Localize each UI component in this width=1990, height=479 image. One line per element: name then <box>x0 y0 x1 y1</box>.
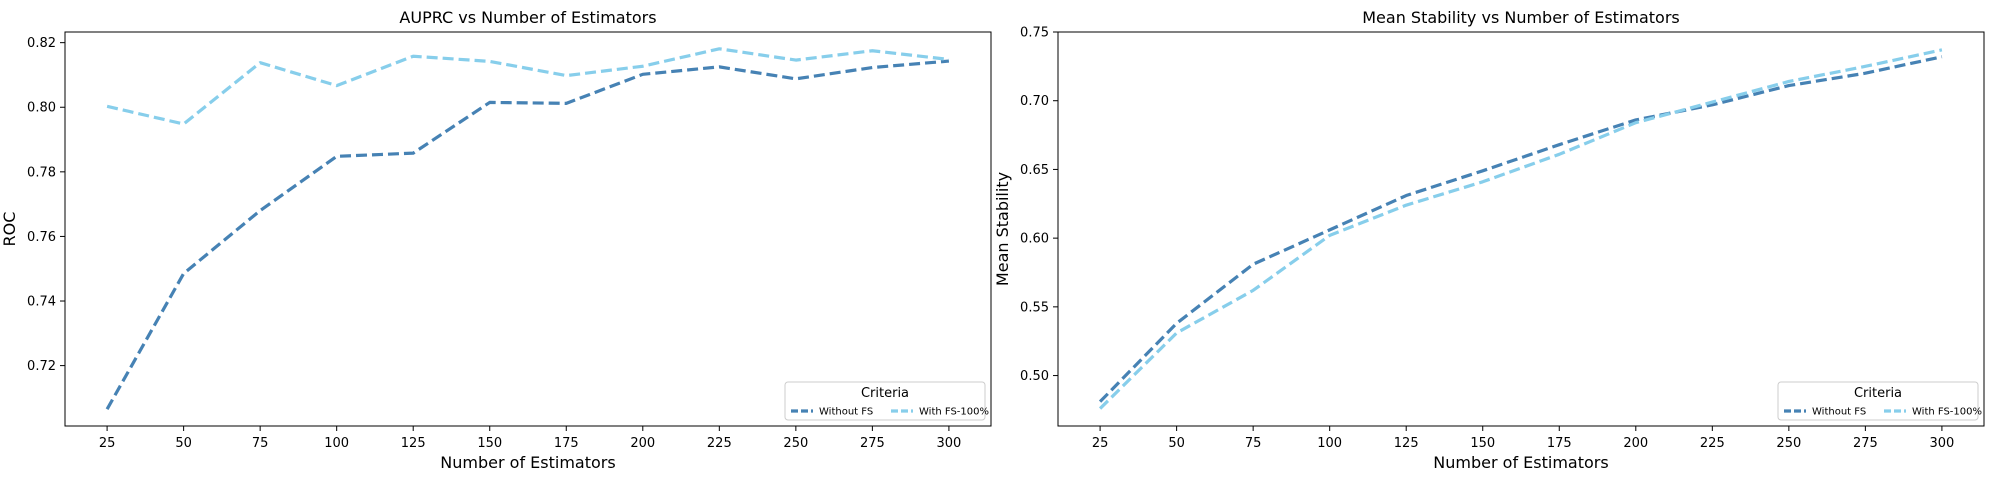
x-tick-label: 275 <box>860 436 885 451</box>
legend-label-without-fs: Without FS <box>819 407 873 418</box>
chart-panel-1: AUPRC vs Number of Estimators 25 50 75 100 12… <box>0 8 992 472</box>
y-tick-label: 0.82 <box>27 36 56 51</box>
x-tick-label: 175 <box>1547 436 1572 451</box>
axes-frame <box>64 31 992 427</box>
legend-title: Criteria <box>1854 386 1902 401</box>
y-tick-label: 0.70 <box>1020 94 1049 109</box>
x-tick-label: 100 <box>324 436 349 451</box>
series-line-with-fs <box>106 47 950 126</box>
x-tick-label: 200 <box>1623 436 1648 451</box>
chart-panel-2: Mean Stability vs Number of Estimators 25… <box>993 8 1985 472</box>
y-axis-label: ROC <box>0 212 19 247</box>
y-tick-label: 0.76 <box>27 230 56 245</box>
x-tick-label: 100 <box>1317 436 1342 451</box>
x-tick-label: 25 <box>99 436 116 451</box>
y-tick-label: 0.60 <box>1020 232 1049 247</box>
series-line-with-fs <box>1098 48 1943 410</box>
legend: Criteria Without FS With FS-100% <box>784 381 989 421</box>
x-tick-label: 50 <box>1168 436 1185 451</box>
legend-label-without-fs: Without FS <box>1812 407 1866 418</box>
x-tick-label: 300 <box>1929 436 1954 451</box>
chart-title: Mean Stability vs Number of Estimators <box>1362 8 1680 27</box>
y-tick-label: 0.80 <box>27 101 56 116</box>
x-tick-label: 250 <box>783 436 808 451</box>
x-tick-label: 225 <box>1700 436 1725 451</box>
x-tick-label: 125 <box>401 436 426 451</box>
y-tick-label: 0.75 <box>1020 26 1049 41</box>
legend-label-with-fs: With FS-100% <box>1912 407 1982 418</box>
y-tick-label: 0.55 <box>1020 300 1049 315</box>
x-tick-label: 200 <box>630 436 655 451</box>
legend-label-with-fs: With FS-100% <box>919 407 989 418</box>
legend-box <box>784 381 986 421</box>
y-tick-label: 0.74 <box>27 295 56 310</box>
y-axis-label: Mean Stability <box>993 172 1012 286</box>
y-tick-label: 0.65 <box>1020 163 1049 178</box>
x-tick-label: 25 <box>1092 436 1109 451</box>
x-tick-label: 75 <box>1245 436 1262 451</box>
legend-title: Criteria <box>861 386 909 401</box>
x-tick-label: 50 <box>175 436 192 451</box>
x-tick-label: 125 <box>1394 436 1419 451</box>
y-tick-label: 0.50 <box>1020 369 1049 384</box>
x-axis-label: Number of Estimators <box>1433 453 1608 472</box>
y-tick-label: 0.78 <box>27 165 56 180</box>
legend: Criteria Without FS With FS-100% <box>1777 381 1982 421</box>
series-line-without-fs <box>1098 55 1943 403</box>
x-tick-label: 150 <box>1470 436 1495 451</box>
x-tick-label: 275 <box>1853 436 1878 451</box>
x-tick-label: 250 <box>1776 436 1801 451</box>
y-tick-label: 0.72 <box>27 359 56 374</box>
legend-box <box>1777 381 1979 421</box>
axes-frame <box>1057 31 1985 427</box>
chart-title: AUPRC vs Number of Estimators <box>399 8 656 27</box>
x-tick-label: 75 <box>252 436 269 451</box>
x-tick-label: 150 <box>477 436 502 451</box>
series-line-without-fs <box>105 59 950 410</box>
x-tick-label: 225 <box>707 436 732 451</box>
x-tick-label: 300 <box>936 436 961 451</box>
x-tick-label: 175 <box>554 436 579 451</box>
x-axis-label: Number of Estimators <box>440 453 615 472</box>
